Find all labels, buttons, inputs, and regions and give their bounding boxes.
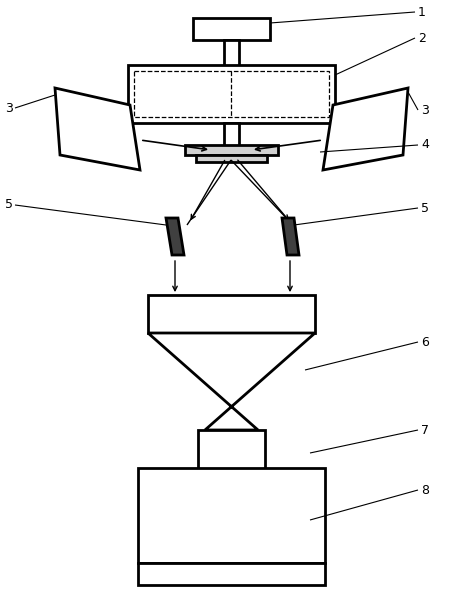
Bar: [224, 40, 239, 68]
Text: 6: 6: [421, 335, 429, 349]
Bar: [198, 430, 265, 470]
Bar: [193, 18, 270, 40]
Text: 5: 5: [421, 202, 429, 214]
Text: 3: 3: [421, 103, 429, 116]
Bar: [128, 65, 335, 123]
Text: 1: 1: [418, 5, 426, 19]
Polygon shape: [282, 218, 299, 255]
Polygon shape: [323, 88, 408, 170]
Polygon shape: [148, 333, 315, 430]
Text: 7: 7: [421, 424, 429, 437]
Bar: [138, 468, 325, 563]
Bar: [224, 123, 239, 148]
Text: 3: 3: [5, 101, 13, 115]
Text: 4: 4: [421, 139, 429, 151]
Text: 5: 5: [5, 199, 13, 211]
Bar: [134, 71, 329, 117]
Text: 8: 8: [421, 484, 429, 497]
Bar: [138, 563, 325, 585]
Polygon shape: [166, 218, 184, 255]
Polygon shape: [55, 88, 140, 170]
Bar: [185, 145, 278, 155]
Bar: [148, 295, 315, 333]
Bar: [196, 155, 267, 162]
Text: 2: 2: [418, 31, 426, 44]
